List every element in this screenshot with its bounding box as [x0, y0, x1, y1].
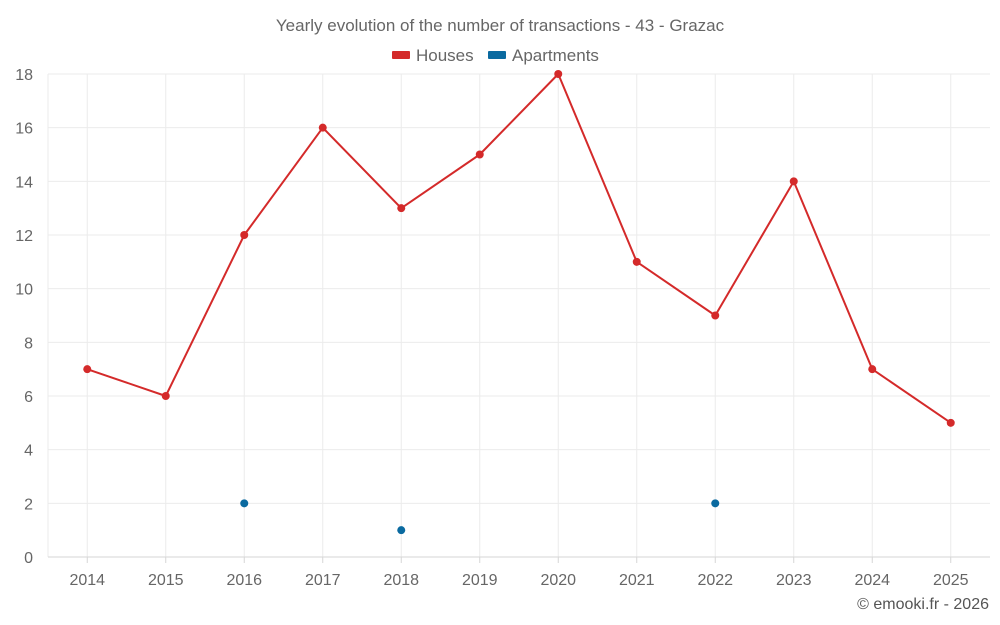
point-houses-2016[interactable] — [240, 231, 249, 239]
y-tick-label: 10 — [15, 282, 33, 299]
legend-swatch-houses — [392, 51, 410, 59]
series-houses — [83, 70, 955, 427]
point-apartments-2022[interactable] — [711, 499, 720, 508]
x-tick-label: 2018 — [383, 572, 419, 589]
point-houses-2015[interactable] — [161, 392, 170, 400]
y-tick-label: 6 — [24, 389, 33, 406]
y-tick-label: 0 — [24, 550, 33, 567]
chart-title: Yearly evolution of the number of transa… — [276, 16, 725, 35]
y-tick-label: 2 — [24, 496, 33, 513]
grid — [47, 73, 990, 557]
point-apartments-2018[interactable] — [397, 526, 406, 535]
point-houses-2017[interactable] — [318, 123, 327, 132]
axes: 0 2 4 6 8 10 12 14 16 18 2014 2015 2016 2017 2018 2019 2… — [15, 67, 990, 589]
legend: Houses Apartments — [392, 46, 599, 65]
series-apartments — [240, 499, 720, 535]
point-houses-2023[interactable] — [789, 177, 798, 186]
legend-label-apartments: Apartments — [512, 46, 599, 65]
x-tick-label: 2022 — [697, 572, 733, 589]
legend-item-apartments[interactable]: Apartments — [488, 46, 599, 65]
x-tick-label: 2019 — [462, 572, 498, 589]
y-tick-label: 12 — [15, 228, 33, 245]
series-line-houses — [86, 73, 952, 424]
credit-text: © emooki.fr - 2026 — [857, 596, 989, 613]
legend-swatch-apartments — [488, 51, 506, 59]
legend-label-houses: Houses — [416, 46, 474, 65]
point-houses-2019[interactable] — [475, 150, 484, 159]
y-tick-label: 14 — [15, 174, 33, 191]
point-houses-2020[interactable] — [554, 70, 563, 78]
x-tick-label: 2024 — [854, 572, 890, 589]
point-houses-2024[interactable] — [868, 365, 877, 374]
y-tick-label: 18 — [15, 67, 33, 84]
x-tick-label: 2020 — [540, 572, 576, 589]
x-tick-label: 2025 — [933, 572, 969, 589]
x-tick-label: 2014 — [69, 572, 105, 589]
point-apartments-2016[interactable] — [240, 499, 249, 508]
y-tick-label: 4 — [24, 443, 33, 460]
x-tick-label: 2021 — [619, 572, 655, 589]
point-houses-2014[interactable] — [83, 365, 92, 374]
point-houses-2021[interactable] — [632, 257, 641, 266]
x-tick-label: 2015 — [148, 572, 184, 589]
series — [83, 70, 955, 535]
y-tick-label: 16 — [15, 121, 33, 138]
point-houses-2025[interactable] — [946, 418, 955, 427]
legend-item-houses[interactable]: Houses — [392, 46, 474, 65]
point-houses-2022[interactable] — [711, 311, 720, 320]
x-tick-label: 2016 — [226, 572, 262, 589]
x-tick-label: 2023 — [776, 572, 812, 589]
point-houses-2018[interactable] — [397, 204, 406, 213]
y-tick-label: 8 — [24, 335, 33, 352]
x-tick-label: 2017 — [305, 572, 341, 589]
